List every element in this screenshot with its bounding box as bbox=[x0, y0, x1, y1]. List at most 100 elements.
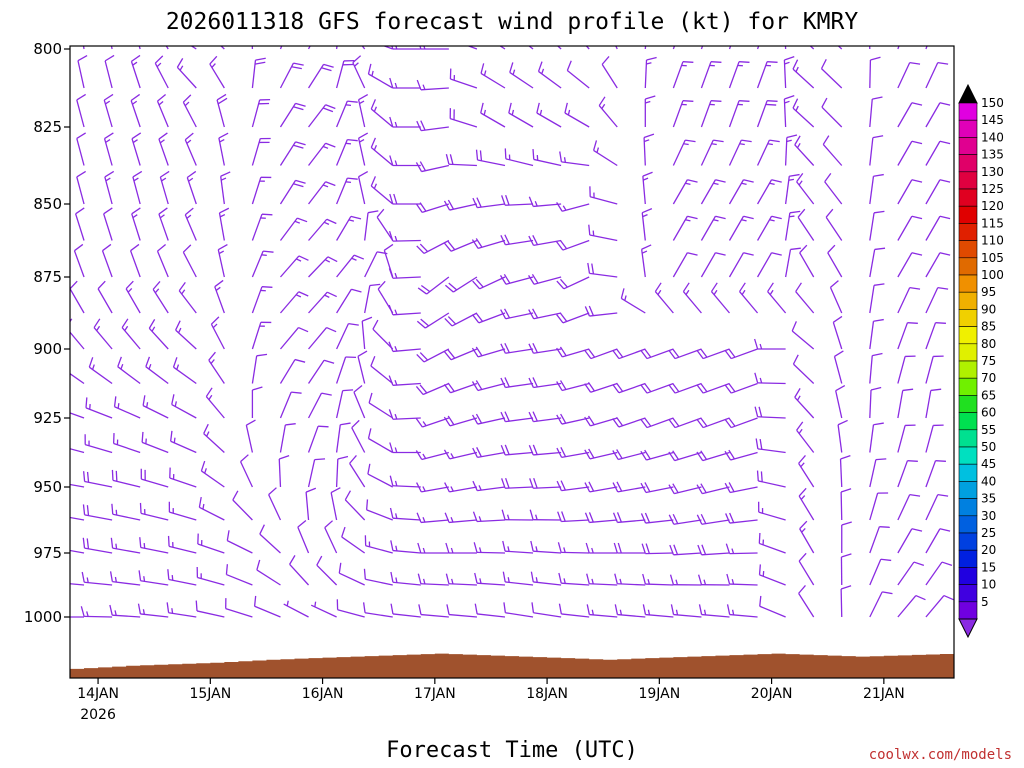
barb-flag bbox=[182, 244, 192, 253]
barb-shaft bbox=[561, 519, 590, 523]
wind-barb bbox=[556, 480, 590, 492]
barb-flag bbox=[830, 280, 839, 288]
barb-flag bbox=[584, 306, 591, 317]
barb-flag bbox=[447, 199, 455, 210]
wind-barb bbox=[758, 564, 786, 586]
wind-barb bbox=[140, 468, 169, 488]
barb-shaft bbox=[925, 252, 941, 278]
colorbar-swatch bbox=[958, 395, 978, 413]
wind-barb bbox=[170, 430, 197, 454]
barb-flag bbox=[668, 451, 676, 461]
barb-flag bbox=[786, 134, 798, 139]
barb-shaft bbox=[897, 287, 911, 314]
barb-flag bbox=[584, 482, 591, 493]
barb-shaft bbox=[869, 137, 874, 166]
wind-barb bbox=[338, 562, 365, 586]
barb-shaft bbox=[566, 69, 590, 89]
barb-flag bbox=[186, 170, 197, 179]
barb-shaft bbox=[251, 250, 264, 278]
wind-barb bbox=[925, 102, 951, 128]
wind-barb bbox=[417, 276, 450, 295]
wind-barb bbox=[586, 604, 618, 618]
barb-halfflag bbox=[506, 514, 510, 520]
wind-barb bbox=[682, 282, 702, 314]
wind-barb bbox=[370, 176, 394, 205]
colorbar-swatch bbox=[958, 223, 978, 241]
wind-barb bbox=[76, 93, 87, 128]
barb-flag bbox=[529, 478, 534, 489]
wind-barb bbox=[210, 316, 225, 350]
barb-flag bbox=[86, 505, 90, 516]
barb-flag bbox=[125, 280, 134, 290]
barb-flag bbox=[145, 356, 151, 367]
barb-flag bbox=[939, 140, 951, 145]
barb-halfflag bbox=[739, 143, 745, 146]
wind-barb bbox=[755, 438, 786, 454]
barb-halfflag bbox=[478, 485, 482, 491]
barb-shaft bbox=[117, 366, 141, 385]
barb-flag bbox=[501, 195, 506, 206]
barb-flag bbox=[700, 483, 707, 494]
barb-flag bbox=[501, 509, 506, 520]
barb-shaft bbox=[480, 112, 506, 128]
barb-shaft bbox=[76, 176, 85, 205]
barb-shaft bbox=[897, 460, 909, 488]
barb-shaft bbox=[131, 213, 141, 241]
colorbar-label: 20 bbox=[981, 543, 996, 557]
barb-flag bbox=[416, 120, 422, 131]
barb-shaft bbox=[795, 291, 815, 314]
barb-flag bbox=[293, 183, 304, 188]
barb-shaft bbox=[757, 416, 786, 419]
barb-halfflag bbox=[105, 177, 111, 182]
barb-halfflag bbox=[394, 160, 398, 166]
barb-shaft bbox=[784, 137, 788, 166]
barb-flag bbox=[117, 356, 122, 367]
barb-flag bbox=[789, 210, 801, 214]
barb-halfflag bbox=[731, 579, 735, 585]
barb-flag bbox=[872, 352, 883, 357]
wind-barb bbox=[445, 153, 477, 167]
barb-flag bbox=[352, 55, 362, 64]
x-tick-label: 15JAN bbox=[189, 686, 231, 702]
wind-barb bbox=[308, 218, 337, 241]
barb-shaft bbox=[307, 64, 325, 89]
barb-halfflag bbox=[767, 143, 773, 146]
wind-barb bbox=[111, 469, 141, 488]
barb-flag bbox=[214, 279, 224, 288]
barb-shaft bbox=[925, 322, 937, 350]
barb-shaft bbox=[310, 604, 337, 618]
wind-barb bbox=[825, 208, 843, 241]
barb-shaft bbox=[598, 105, 618, 128]
barb-flag bbox=[935, 460, 946, 462]
wind-barb bbox=[925, 528, 951, 554]
barb-shaft bbox=[335, 424, 341, 453]
barb-shaft bbox=[251, 286, 263, 314]
barb-shaft bbox=[142, 405, 169, 419]
wind-barb bbox=[251, 353, 268, 384]
barb-flag bbox=[419, 352, 429, 361]
barb-shaft bbox=[203, 433, 225, 453]
barb-shaft bbox=[104, 60, 113, 89]
wind-barb bbox=[70, 280, 85, 314]
wind-barb bbox=[641, 543, 674, 555]
barb-flag bbox=[443, 351, 452, 361]
barb-shaft bbox=[168, 578, 197, 586]
wind-barb bbox=[182, 244, 197, 278]
barb-shaft bbox=[226, 573, 253, 586]
barb-shaft bbox=[448, 163, 477, 167]
barb-halfflag bbox=[563, 547, 566, 553]
wind-barb bbox=[589, 186, 618, 205]
barb-flag bbox=[640, 349, 648, 359]
barb-flag bbox=[415, 450, 423, 460]
barb-shaft bbox=[617, 486, 646, 493]
barb-shaft bbox=[673, 552, 702, 556]
wind-barb bbox=[103, 132, 114, 166]
barb-flag bbox=[369, 283, 381, 287]
barb-flag bbox=[471, 414, 479, 425]
barb-shaft bbox=[357, 138, 366, 166]
barb-shaft bbox=[341, 536, 366, 554]
wind-barb bbox=[556, 276, 590, 290]
barb-shaft bbox=[370, 147, 394, 166]
wind-barb bbox=[897, 424, 916, 453]
